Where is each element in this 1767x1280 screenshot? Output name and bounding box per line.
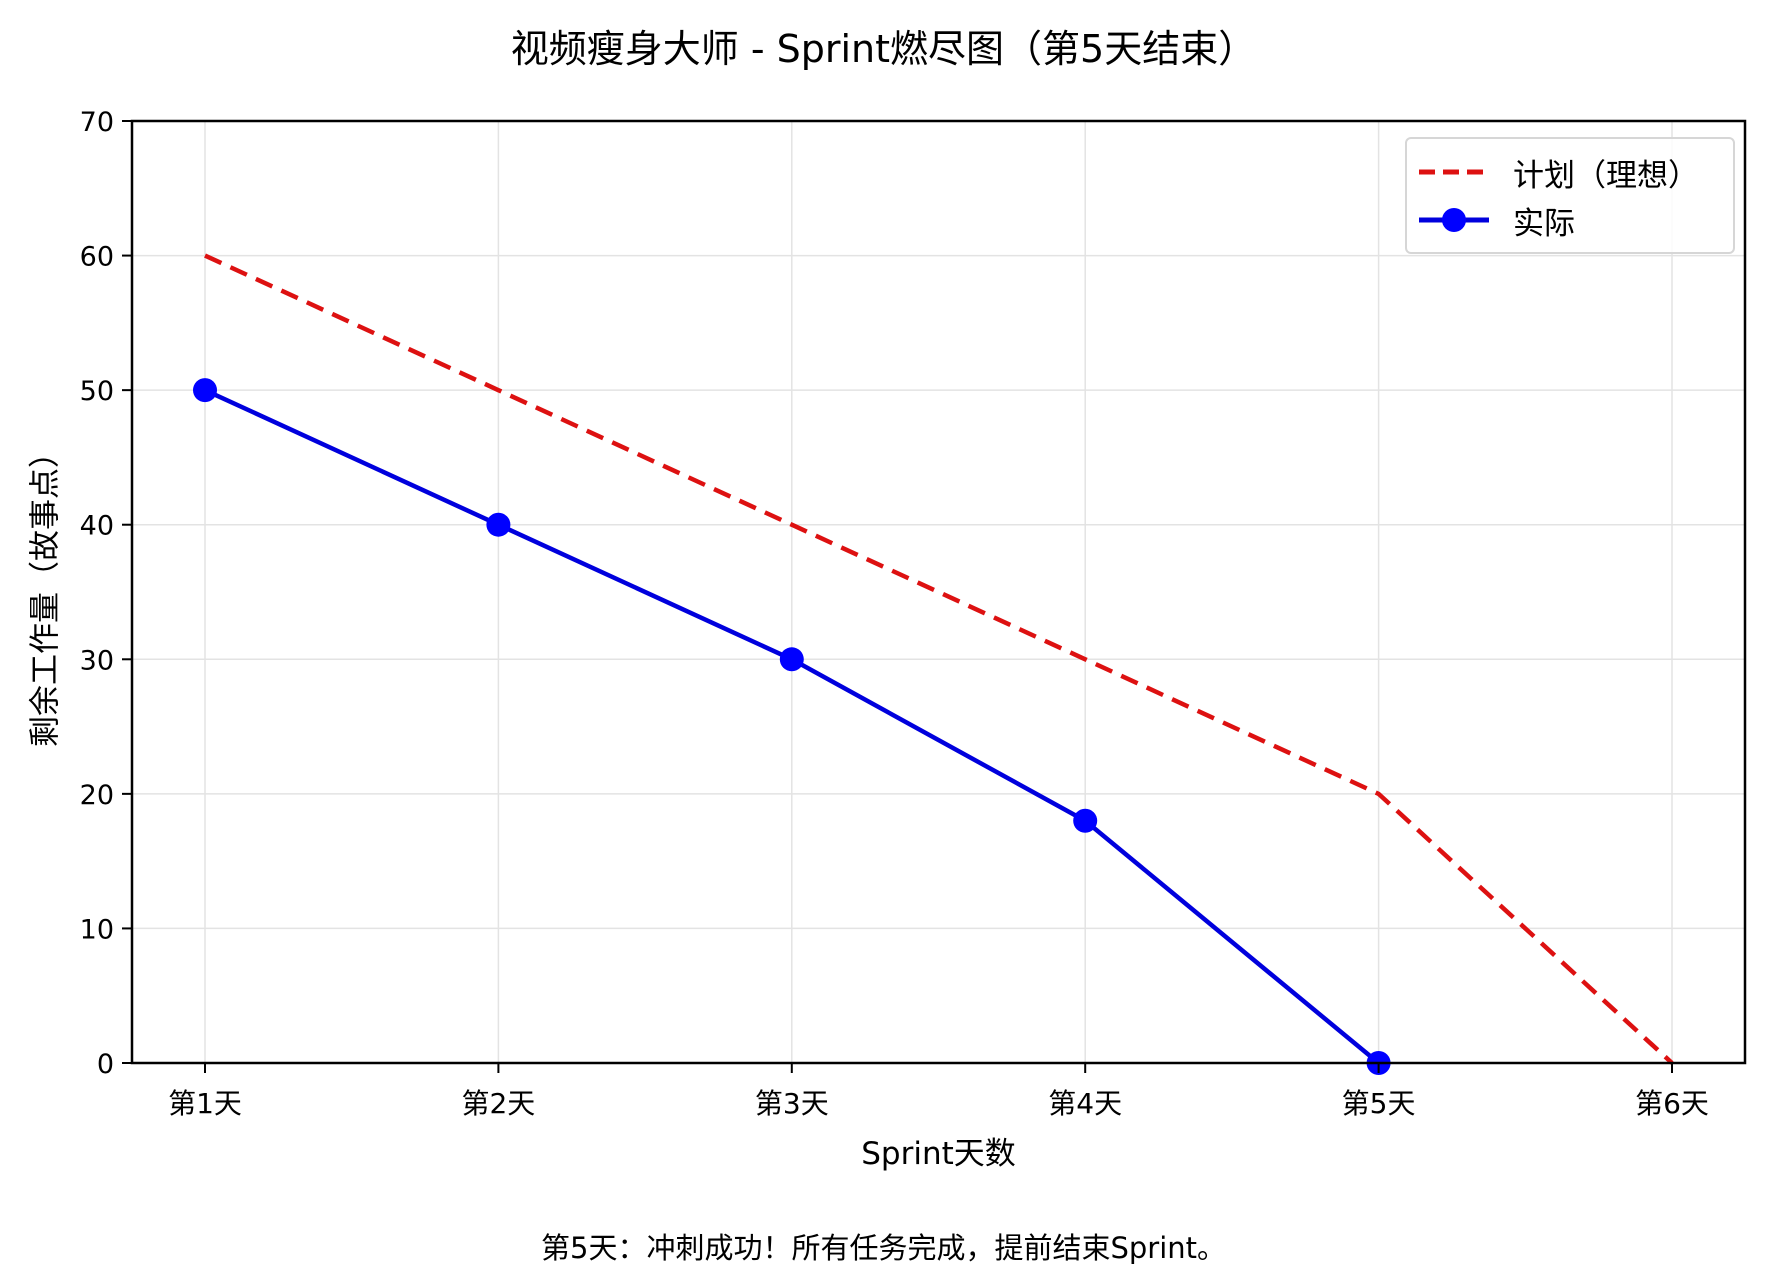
dashed-line-icon [1419,169,1489,175]
x-axis-label: Sprint天数 [861,1136,1016,1172]
x-tick-label: 第2天 [461,1087,535,1120]
y-tick-label: 10 [80,914,114,945]
y-tick-label: 40 [80,511,114,542]
plot-frame [130,119,1747,1065]
x-tick-label: 第1天 [168,1087,242,1120]
axis-ticks: 0 10 20 30 40 50 60 70 第1天 第2天 第3天 第4天 第5天 第6天 [80,107,1709,1120]
data-series [193,253,1674,1075]
footer-annotation: 第5天：冲刺成功！所有任务完成，提前结束Sprint。 [541,1231,1226,1265]
y-tick-label: 20 [80,780,114,811]
line-with-circle-marker-icon [1419,208,1489,232]
x-tick-label: 第3天 [755,1087,829,1120]
y-tick-label: 50 [80,376,114,407]
data-point-marker [193,378,217,403]
x-tick-label: 第4天 [1048,1087,1122,1120]
data-point-marker [1073,808,1098,833]
series-line [204,253,1674,1065]
legend-item-actual: 实际 [1407,196,1575,244]
legend: 计划（理想） 实际 [1405,137,1735,254]
y-tick-label: 0 [97,1049,114,1080]
grid-lines [132,120,1745,1064]
x-tick-label: 第5天 [1342,1087,1416,1120]
y-axis-label: 剩余工作量（故事点） [27,437,64,747]
legend-label-plan: 计划（理想） [1513,157,1699,194]
y-tick-label: 30 [80,645,114,676]
y-tick-label: 70 [80,107,114,138]
legend-label-actual: 实际 [1513,205,1575,242]
chart-title: 视频瘦身大师 - Sprint燃尽图（第5天结束） [510,27,1257,71]
x-tick-label: 第6天 [1635,1087,1709,1120]
y-tick-label: 60 [80,242,114,273]
data-point-marker [779,647,804,672]
data-point-marker [486,512,511,537]
legend-item-plan: 计划（理想） [1407,148,1699,196]
